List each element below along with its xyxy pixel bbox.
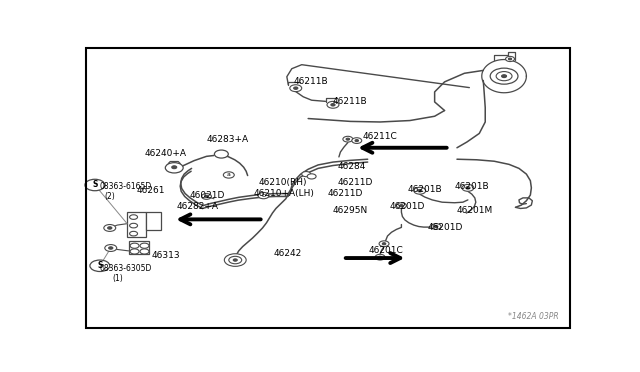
Text: 46201B: 46201B xyxy=(454,182,489,191)
Circle shape xyxy=(214,150,228,158)
Circle shape xyxy=(462,185,474,191)
Circle shape xyxy=(379,241,389,247)
Circle shape xyxy=(205,195,208,198)
Circle shape xyxy=(307,174,316,179)
Circle shape xyxy=(165,163,183,173)
Circle shape xyxy=(399,205,403,206)
Text: S: S xyxy=(97,261,102,270)
Circle shape xyxy=(233,259,237,261)
Circle shape xyxy=(343,136,353,142)
Text: 46211D: 46211D xyxy=(338,178,373,187)
Text: 46201D: 46201D xyxy=(390,202,426,211)
Circle shape xyxy=(140,249,149,254)
Text: 46284: 46284 xyxy=(338,162,366,171)
Text: (2): (2) xyxy=(105,192,116,201)
Circle shape xyxy=(223,172,234,178)
Circle shape xyxy=(435,225,438,228)
Text: 46211B: 46211B xyxy=(333,97,367,106)
Text: 46282+A: 46282+A xyxy=(177,202,219,211)
Circle shape xyxy=(490,68,518,84)
Text: 46201M: 46201M xyxy=(457,206,493,215)
Text: S: S xyxy=(92,180,97,189)
Text: 46211D: 46211D xyxy=(328,189,364,198)
Circle shape xyxy=(172,166,177,169)
Circle shape xyxy=(140,243,149,248)
Text: 46201B: 46201B xyxy=(408,185,442,194)
Text: (1): (1) xyxy=(112,273,123,283)
Circle shape xyxy=(346,138,349,140)
Circle shape xyxy=(202,193,211,199)
Circle shape xyxy=(431,224,441,230)
Circle shape xyxy=(506,57,515,61)
Text: 46295N: 46295N xyxy=(333,206,368,215)
Text: 46211C: 46211C xyxy=(363,132,397,141)
FancyBboxPatch shape xyxy=(129,241,150,254)
Circle shape xyxy=(418,189,422,192)
Circle shape xyxy=(85,179,105,191)
Text: 46201D: 46201D xyxy=(428,224,463,232)
Circle shape xyxy=(105,244,116,251)
Circle shape xyxy=(225,254,246,266)
Circle shape xyxy=(90,260,110,272)
FancyBboxPatch shape xyxy=(127,212,146,237)
Circle shape xyxy=(327,101,339,108)
Circle shape xyxy=(109,247,113,249)
Circle shape xyxy=(294,87,298,89)
Text: 08363-6165D: 08363-6165D xyxy=(100,182,152,191)
Circle shape xyxy=(108,227,112,229)
Circle shape xyxy=(301,171,310,177)
Circle shape xyxy=(129,223,138,228)
Circle shape xyxy=(258,192,269,199)
Text: a: a xyxy=(227,173,231,177)
Text: 46242: 46242 xyxy=(273,249,301,258)
Circle shape xyxy=(355,140,358,142)
Circle shape xyxy=(382,243,386,245)
Circle shape xyxy=(130,243,139,248)
Text: 46021D: 46021D xyxy=(189,190,225,199)
Circle shape xyxy=(396,203,406,208)
Circle shape xyxy=(104,225,116,231)
Circle shape xyxy=(466,187,470,189)
Text: 46210+A(LH): 46210+A(LH) xyxy=(253,189,314,198)
Text: b: b xyxy=(262,193,266,198)
Text: 46210(RH): 46210(RH) xyxy=(259,178,307,187)
Text: 46283+A: 46283+A xyxy=(207,135,248,144)
Circle shape xyxy=(496,71,512,81)
Circle shape xyxy=(130,249,139,254)
Text: *1462A 03PR: *1462A 03PR xyxy=(508,312,559,321)
Text: 46240+A: 46240+A xyxy=(145,149,186,158)
Text: 46211B: 46211B xyxy=(293,77,328,86)
Circle shape xyxy=(129,231,138,236)
Circle shape xyxy=(129,215,138,219)
Text: 08363-6305D: 08363-6305D xyxy=(100,264,152,273)
Circle shape xyxy=(378,256,382,258)
Circle shape xyxy=(290,85,301,92)
Text: 46313: 46313 xyxy=(152,251,180,260)
Circle shape xyxy=(502,75,507,78)
FancyBboxPatch shape xyxy=(146,212,161,231)
Circle shape xyxy=(375,254,385,260)
Text: 46201C: 46201C xyxy=(369,246,403,255)
Circle shape xyxy=(508,58,511,60)
Text: 46261: 46261 xyxy=(137,186,166,195)
Circle shape xyxy=(331,103,335,106)
Circle shape xyxy=(414,187,426,194)
Circle shape xyxy=(228,256,242,264)
Circle shape xyxy=(352,138,362,144)
